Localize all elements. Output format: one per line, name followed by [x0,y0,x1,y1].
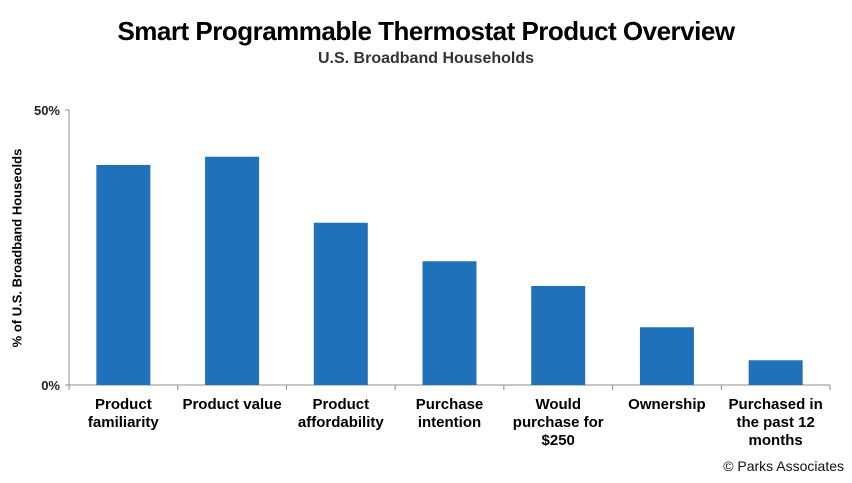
bar [313,222,368,385]
bar [96,165,151,385]
x-category-label: Purchase intention [416,396,484,431]
x-category-label: Purchased in the past 12 months [729,396,823,449]
y-tick-label: 0% [41,378,60,393]
x-category-label: Product familiarity [88,396,160,431]
bar [205,156,260,385]
bar [748,360,803,385]
copyright-credit: © Parks Associates [723,458,844,474]
x-category-label: Product affordability [298,396,384,431]
x-category-label: Product value [182,396,281,413]
chart-title: Smart Programmable Thermostat Product Ov… [117,16,735,46]
x-category-label: Would purchase for $250 [513,396,604,449]
bar [639,327,694,385]
bar [422,261,477,385]
chart-subtitle: U.S. Broadband Households [317,50,534,67]
y-tick-label: 50% [34,103,60,118]
bar [531,286,586,385]
x-category-label: Ownership [628,396,706,413]
